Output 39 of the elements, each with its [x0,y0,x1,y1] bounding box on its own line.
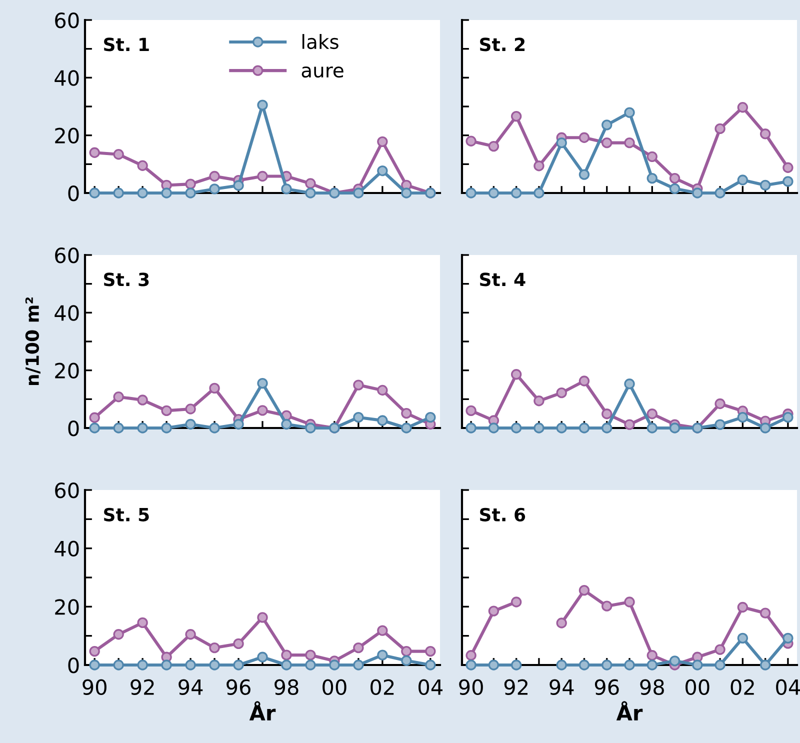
text: St. 6 [480,508,526,522]
x-tick-label: 98 [640,679,664,696]
y-tick-label: 0 [68,185,79,202]
y-tick-label: 40 [54,305,79,321]
x-tick-label: 94 [178,679,203,696]
x-tick-label: 04 [418,679,442,696]
legend-label: laks [302,34,338,50]
y-tick-label: 0 [68,657,79,674]
y-tick-label: 60 [55,247,79,264]
y-tick-label: 20 [55,362,79,379]
text: St. 5 [104,508,149,522]
x-tick-label: 04 [776,679,800,696]
y-tick-label: 20 [55,128,79,144]
x-tick-label: 02 [730,679,754,696]
text: St. 1 [104,38,149,52]
text: St. 4 [480,272,526,286]
x-tick-label: 96 [594,679,619,696]
y-tick-label: 20 [55,599,79,615]
x-tick-label: 00 [686,679,710,696]
text: St. 3 [104,272,149,286]
y-tick-label: 60 [55,12,79,28]
x-tick-label: 92 [504,679,528,696]
x-tick-label: 00 [322,679,346,696]
legend-label: aure [302,66,344,78]
x-tick-label: 92 [130,679,154,696]
y-tick-label: 60 [55,482,79,498]
x-axis-title: År [616,701,643,720]
y-axis-title: n/100 m² [25,297,40,386]
y-tick-label: 0 [68,420,79,436]
x-tick-label: 90 [82,679,106,696]
x-tick-label: 98 [274,679,298,696]
text: St. 2 [480,38,525,52]
y-tick-label: 40 [54,70,79,86]
x-tick-label: 02 [370,679,394,696]
x-tick-label: 94 [550,679,574,696]
x-tick-label: 90 [459,679,483,696]
x-axis-title: År [249,701,276,720]
y-tick-label: 40 [54,540,79,557]
x-tick-label: 96 [226,679,250,696]
